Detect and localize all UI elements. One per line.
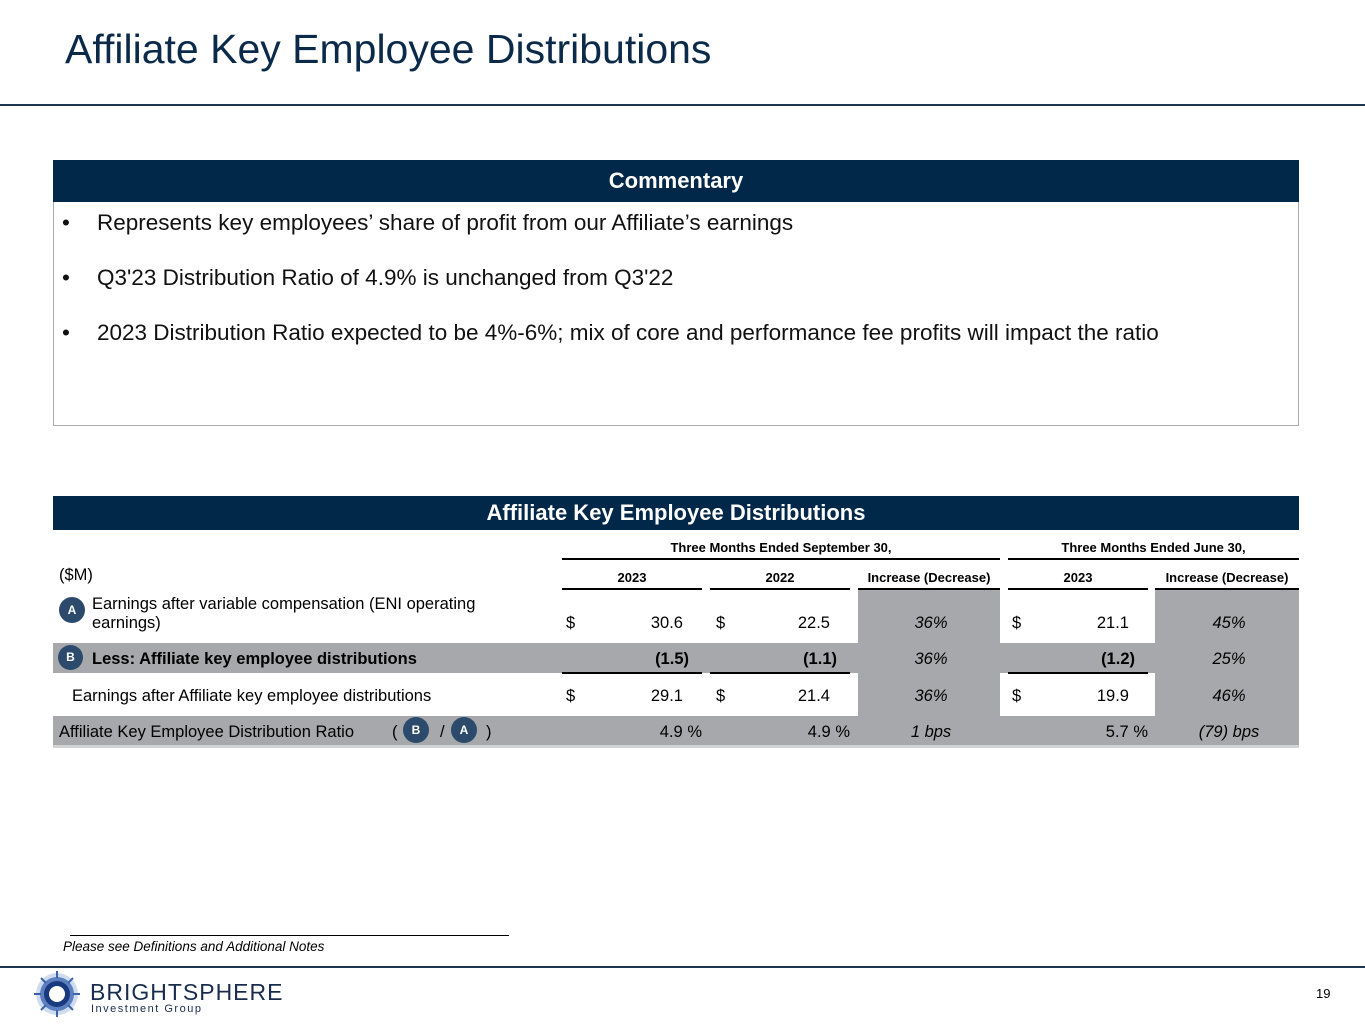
col-underline xyxy=(1155,588,1299,590)
col-underline xyxy=(710,588,850,590)
ratio-june-2023: 5.7 % xyxy=(1105,723,1148,741)
commentary-bullet: • Q3'23 Distribution Ratio of 4.9% is unc… xyxy=(62,265,673,291)
eni-june-2023: 21.1 xyxy=(1096,614,1129,632)
ratio-open-paren: ( xyxy=(392,723,398,741)
col-header-2022: 2022 xyxy=(765,570,795,585)
subtotal-underline xyxy=(562,672,702,674)
bullet-text: Represents key employees’ share of profi… xyxy=(97,210,794,235)
ratio-increase: 1 bps xyxy=(910,723,952,741)
col-header-increase-june: Increase (Decrease) xyxy=(1165,570,1289,585)
after-2023: 29.1 xyxy=(650,687,683,705)
after-june-2023: 19.9 xyxy=(1096,687,1129,705)
eni-2023: 30.6 xyxy=(650,614,683,632)
period-header-june: Three Months Ended June 30, xyxy=(1061,540,1246,555)
page-number: 19 xyxy=(1316,986,1331,1001)
ratio-increase-june: (79) bps xyxy=(1198,723,1260,741)
subtotal-underline xyxy=(710,672,850,674)
badge-a: A xyxy=(59,597,85,623)
after-increase-june: 46% xyxy=(1212,687,1246,705)
eni-increase-june: 45% xyxy=(1212,614,1246,632)
ratio-2022: 4.9 % xyxy=(807,723,850,741)
col-underline xyxy=(858,588,1000,590)
less-june-2023: (1.2) xyxy=(1101,650,1135,668)
bullet-marker: • xyxy=(62,210,70,235)
currency-symbol: $ xyxy=(716,687,726,705)
currency-symbol: $ xyxy=(716,614,726,632)
footer-divider xyxy=(0,966,1365,968)
after-2022: 21.4 xyxy=(797,687,830,705)
footnote: Please see Definitions and Additional No… xyxy=(63,939,325,954)
eni-2022: 22.5 xyxy=(797,614,830,632)
badge-b: B xyxy=(58,645,83,670)
badge-a: A xyxy=(451,717,477,743)
row-label-eni-cont: earnings) xyxy=(92,614,161,632)
row-label-eni: Earnings after variable compensation (EN… xyxy=(92,595,476,613)
commentary-box xyxy=(53,202,1299,426)
currency-symbol: $ xyxy=(566,687,576,705)
col-header-increase: Increase (Decrease) xyxy=(867,570,991,585)
table-bottom-border xyxy=(53,745,1299,748)
row-label-after: Earnings after Affiliate key employee di… xyxy=(72,687,432,705)
commentary-bullet: • 2023 Distribution Ratio expected to be … xyxy=(62,320,1159,346)
currency-symbol: $ xyxy=(1012,687,1022,705)
footnote-divider xyxy=(70,935,509,936)
period-header-september: Three Months Ended September 30, xyxy=(670,540,892,555)
less-increase: 36% xyxy=(914,650,948,668)
ratio-row-shading xyxy=(53,716,1299,745)
col-header-june-2023: 2023 xyxy=(1063,570,1093,585)
badge-b: B xyxy=(403,717,429,743)
col-underline xyxy=(562,588,702,590)
bullet-marker: • xyxy=(62,265,70,290)
col-header-2023: 2023 xyxy=(617,570,647,585)
bullet-marker: • xyxy=(62,320,70,345)
ratio-2023: 4.9 % xyxy=(659,723,702,741)
row-label-less: Less: Affiliate key employee distributio… xyxy=(92,650,417,668)
period-underline xyxy=(562,558,1000,560)
units-label: ($M) xyxy=(59,566,93,584)
period-underline xyxy=(1008,558,1299,560)
currency-symbol: $ xyxy=(1012,614,1022,632)
title-divider xyxy=(0,104,1365,106)
row-label-ratio: Affiliate Key Employee Distribution Rati… xyxy=(59,723,355,741)
ratio-divide: / xyxy=(440,723,445,741)
after-increase: 36% xyxy=(914,687,948,705)
ratio-close-paren: ) xyxy=(486,723,492,741)
less-2023: (1.5) xyxy=(655,650,689,668)
page-title: Affiliate Key Employee Distributions xyxy=(65,26,712,72)
col-underline xyxy=(1008,588,1148,590)
less-row-shading xyxy=(53,643,1299,673)
brightsphere-logo-icon xyxy=(34,971,80,1017)
june-value-cell xyxy=(1000,674,1155,716)
currency-symbol: $ xyxy=(566,614,576,632)
commentary-bullet: • Represents key employees’ share of prof… xyxy=(62,210,793,236)
logo-subtitle: Investment Group xyxy=(91,1003,203,1015)
table-header: Affiliate Key Employee Distributions xyxy=(53,496,1299,530)
bullet-text: Q3'23 Distribution Ratio of 4.9% is unch… xyxy=(97,265,674,290)
less-increase-june: 25% xyxy=(1212,650,1246,668)
bullet-text: 2023 Distribution Ratio expected to be 4… xyxy=(97,320,1159,345)
logo-wordmark: BRIGHTSPHERE xyxy=(90,979,284,1005)
subtotal-underline xyxy=(1008,672,1148,674)
eni-increase: 36% xyxy=(914,614,948,632)
commentary-header: Commentary xyxy=(53,160,1299,202)
less-2022: (1.1) xyxy=(803,650,837,668)
